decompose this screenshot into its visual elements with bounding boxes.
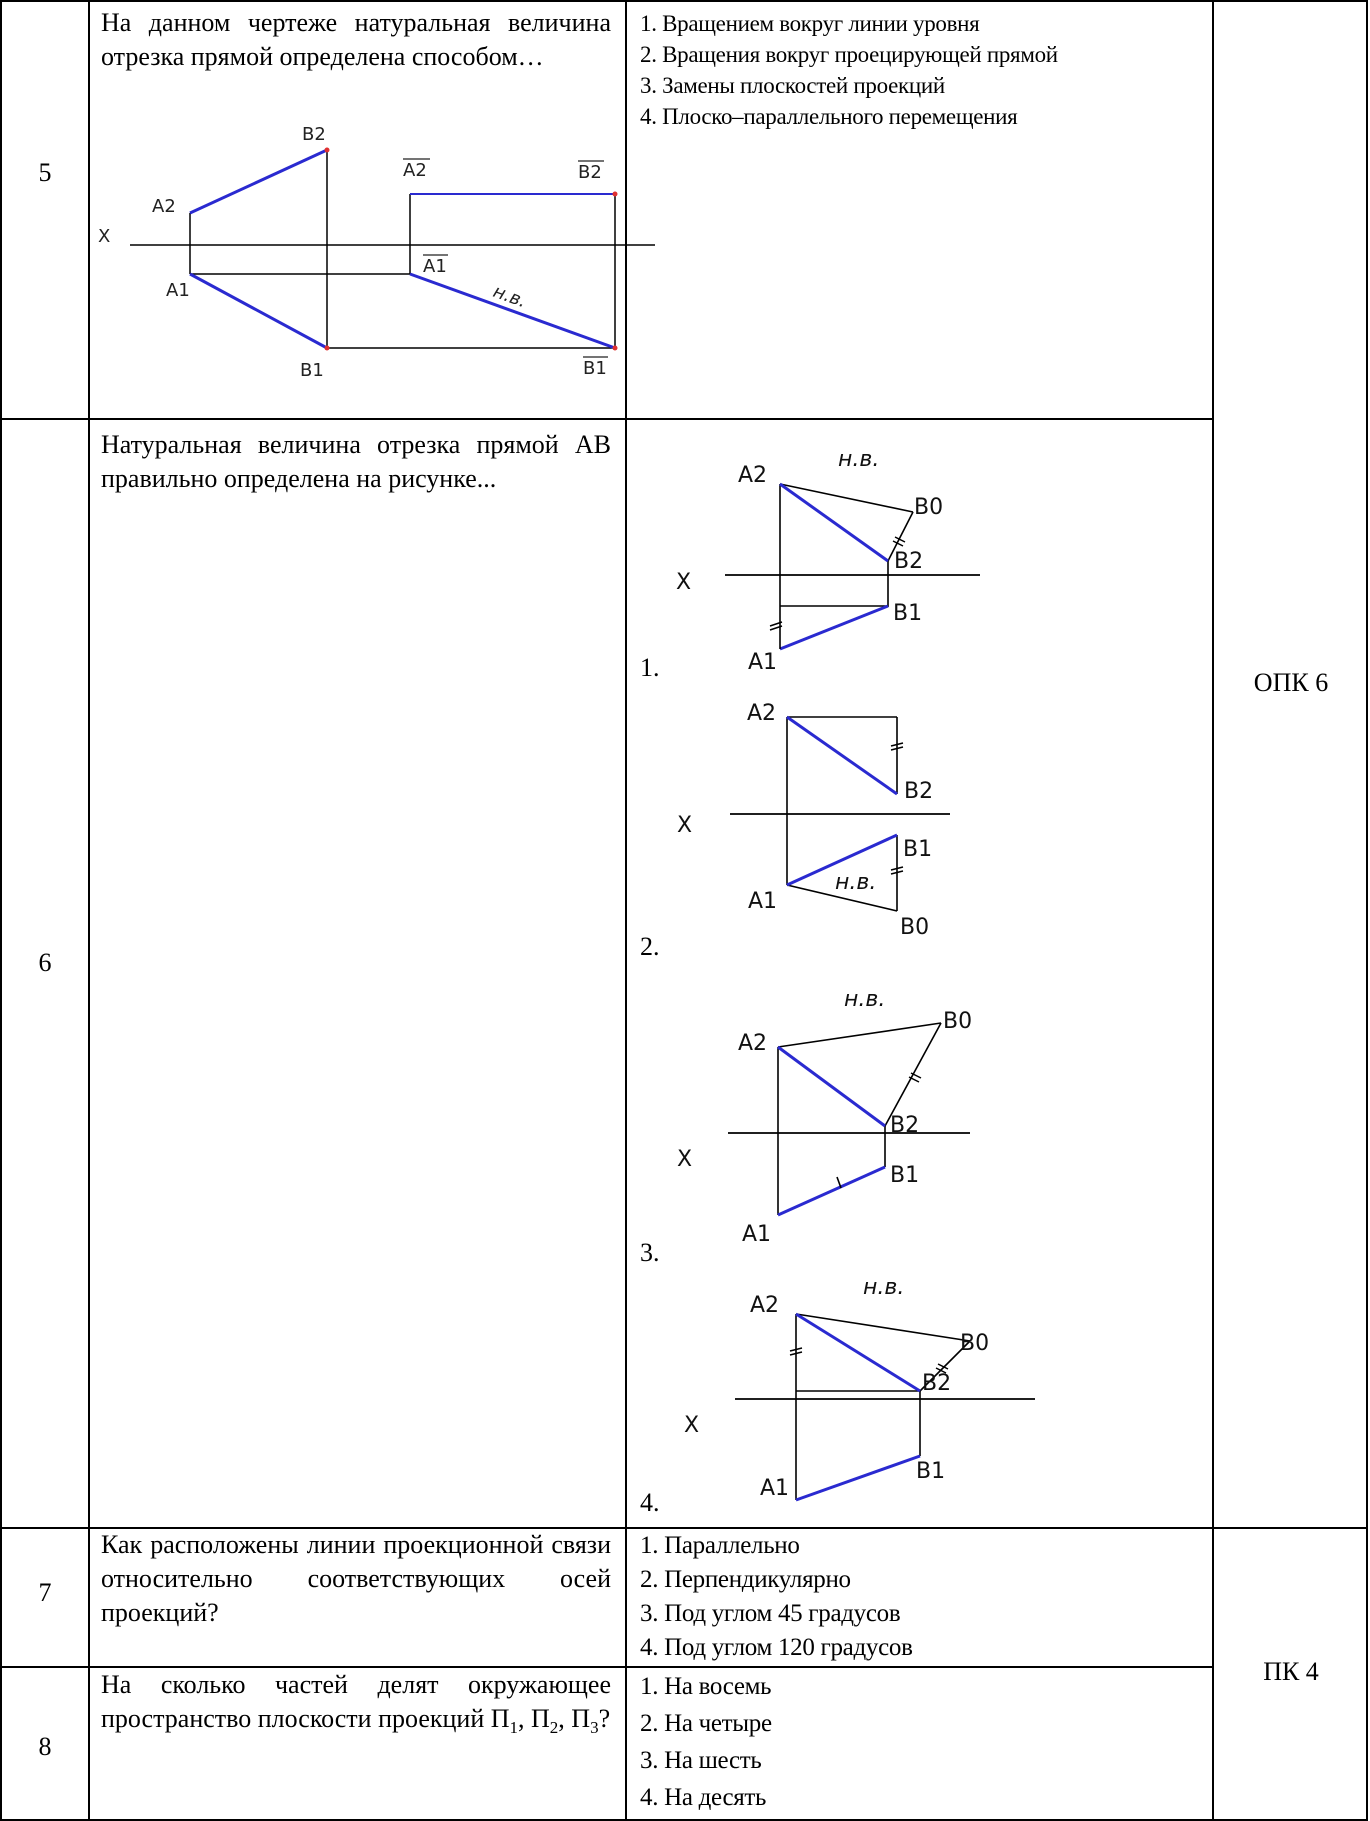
row-number: 7 <box>38 1578 52 1607</box>
option-number: 1. <box>640 653 660 682</box>
label-a2: A2 <box>750 1293 779 1318</box>
competency-code: ПК 4 <box>1263 1657 1319 1686</box>
axis-label-x: X <box>677 1147 692 1172</box>
competency-code: ОПК 6 <box>1253 668 1329 697</box>
row-divider-7-8 <box>0 1666 1213 1668</box>
answer-options: 1. Параллельно 2. Перпендикулярно 3. Под… <box>640 1529 913 1665</box>
label-nv: н.в. <box>844 987 885 1012</box>
table-border-right <box>1366 0 1368 1821</box>
label-a2: A2 <box>747 701 776 726</box>
label-b2: B2 <box>904 779 933 804</box>
question-text: Как расположены линии проекционной связи… <box>101 1530 611 1627</box>
label-nv: н.в. <box>838 447 879 472</box>
label-a2: A2 <box>738 1031 767 1056</box>
label-a1-bar: A1 <box>423 256 447 277</box>
label-b1: B1 <box>903 837 932 862</box>
label-a2: A2 <box>152 196 176 217</box>
label-b1: B1 <box>890 1163 919 1188</box>
figure-q6-option-1: A2 н.в. B0 B2 X B1 A1 <box>676 447 980 675</box>
answer-option: 1. Вращением вокруг линии уровня <box>640 11 980 36</box>
row-number: 5 <box>38 158 52 187</box>
label-nv: н.в. <box>863 1275 904 1300</box>
label-a1: A1 <box>742 1222 771 1247</box>
option-number: 3. <box>640 1238 660 1267</box>
answer-option: 3. Под углом 45 градусов <box>640 1600 901 1627</box>
label-b2: B2 <box>922 1371 951 1396</box>
label-b2: B2 <box>302 124 326 145</box>
table-border-top <box>0 0 1368 2</box>
figure-q5: X B2 A2 A2 B2 A1 A1 н.в. B1 B1 <box>98 124 655 381</box>
label-a1: A1 <box>748 889 777 914</box>
axis-label-x: X <box>677 813 692 838</box>
label-b2-bar: B2 <box>578 162 602 183</box>
answer-option: 1. На восемь <box>640 1673 772 1700</box>
label-b0: B0 <box>900 915 929 940</box>
label-b0: B0 <box>960 1331 989 1356</box>
axis-label-x: X <box>684 1413 699 1438</box>
label-a2: A2 <box>738 463 767 488</box>
answer-option: 2. На четыре <box>640 1710 772 1737</box>
answer-options: 1. Вращением вокруг линии уровня 2. Вращ… <box>640 8 1210 132</box>
col-divider-2 <box>625 0 627 1821</box>
label-b1: B1 <box>300 360 324 381</box>
row-number: 8 <box>38 1732 52 1761</box>
answer-option: 4. На десять <box>640 1784 767 1811</box>
table-border-bottom <box>0 1819 1368 1821</box>
option-number: 2. <box>640 932 660 961</box>
figure-q6-option-2: A2 B2 X B1 н.в. A1 B0 <box>677 701 950 940</box>
answer-option: 2. Вращения вокруг проецирующей прямой <box>640 42 1058 67</box>
axis-label-x: X <box>676 570 691 595</box>
row-divider-6-7 <box>0 1527 1368 1529</box>
option-number: 4. <box>640 1488 660 1517</box>
label-nv: н.в. <box>490 281 529 312</box>
table-border-left <box>0 0 2 1821</box>
answer-option: 3. На шесть <box>640 1747 762 1774</box>
answer-option: 3. Замены плоскостей проекций <box>640 73 945 98</box>
row-number: 6 <box>38 948 52 977</box>
label-a1: A1 <box>760 1476 789 1501</box>
answer-option: 4. Плоско–параллельного перемещения <box>640 104 1018 129</box>
question-text: На сколько частей делят окружающее прост… <box>101 1670 611 1738</box>
label-b0: B0 <box>914 495 943 520</box>
label-b1: B1 <box>916 1459 945 1484</box>
question-text: На данном чертеже натуральная величина о… <box>101 8 611 71</box>
col-divider-3 <box>1212 0 1214 1821</box>
label-nv: н.в. <box>835 870 876 895</box>
label-b1: B1 <box>893 601 922 626</box>
col-divider-1 <box>88 0 90 1821</box>
label-b2: B2 <box>890 1113 919 1138</box>
label-a2-bar: A2 <box>403 160 427 181</box>
figure-q6-option-3: н.в. B0 A2 B2 X B1 A1 <box>677 987 972 1247</box>
label-b1-bar: B1 <box>583 358 607 379</box>
label-a1: A1 <box>748 650 777 675</box>
question-text: Натуральная величина отрезка прямой АВ п… <box>101 430 611 493</box>
answer-option: 4. Под углом 120 градусов <box>640 1634 913 1661</box>
figure-q6-option-4: A2 н.в. B0 B2 X B1 A1 <box>684 1275 1035 1502</box>
label-b2: B2 <box>894 549 923 574</box>
axis-label-x: X <box>98 226 110 247</box>
answer-option: 2. Перпендикулярно <box>640 1566 851 1593</box>
label-b0: B0 <box>943 1009 972 1034</box>
answer-option: 1. Параллельно <box>640 1532 800 1559</box>
label-a1: A1 <box>166 280 190 301</box>
row-divider-5-6 <box>0 418 1213 420</box>
answer-options: 1. На восемь 2. На четыре 3. На шесть 4.… <box>640 1668 772 1816</box>
